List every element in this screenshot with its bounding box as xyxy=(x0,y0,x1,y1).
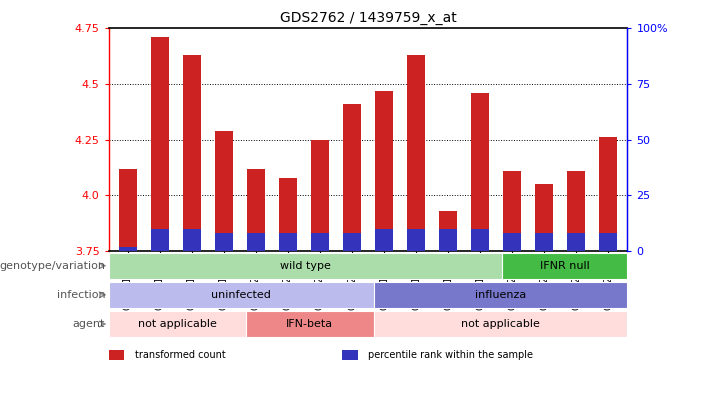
Text: IFNR null: IFNR null xyxy=(540,261,590,271)
Bar xyxy=(119,247,137,251)
Bar xyxy=(245,311,374,337)
Bar xyxy=(374,311,627,337)
Text: infection: infection xyxy=(57,290,105,300)
Bar xyxy=(215,233,233,251)
Bar xyxy=(183,229,200,251)
Title: GDS2762 / 1439759_x_at: GDS2762 / 1439759_x_at xyxy=(280,11,456,25)
Bar xyxy=(374,282,627,308)
Text: uninfected: uninfected xyxy=(211,290,271,300)
Text: transformed count: transformed count xyxy=(135,350,225,360)
Bar xyxy=(503,233,521,251)
Bar xyxy=(183,55,200,251)
Bar xyxy=(471,93,489,251)
Text: IFN-beta: IFN-beta xyxy=(286,319,333,329)
Bar xyxy=(375,91,393,251)
Text: influenza: influenza xyxy=(475,290,526,300)
Bar xyxy=(599,233,617,251)
Text: not applicable: not applicable xyxy=(137,319,217,329)
Bar xyxy=(343,233,361,251)
Bar xyxy=(502,253,627,279)
Bar xyxy=(109,350,124,360)
Bar xyxy=(247,233,265,251)
Bar xyxy=(536,184,553,251)
Bar xyxy=(311,233,329,251)
Bar xyxy=(342,350,358,360)
Bar xyxy=(343,104,361,251)
Bar xyxy=(567,233,585,251)
Bar xyxy=(109,282,374,308)
Bar xyxy=(407,55,425,251)
Bar xyxy=(599,138,617,251)
Bar xyxy=(279,177,297,251)
Bar xyxy=(471,229,489,251)
Bar xyxy=(247,168,265,251)
Text: agent: agent xyxy=(73,319,105,329)
Bar xyxy=(151,37,169,251)
Bar xyxy=(503,171,521,251)
Bar xyxy=(109,253,502,279)
Bar xyxy=(440,229,457,251)
Bar xyxy=(279,233,297,251)
Bar xyxy=(109,311,245,337)
Bar xyxy=(151,229,169,251)
Text: not applicable: not applicable xyxy=(461,319,540,329)
Bar xyxy=(536,233,553,251)
Bar xyxy=(119,168,137,251)
Text: percentile rank within the sample: percentile rank within the sample xyxy=(368,350,533,360)
Bar xyxy=(215,131,233,251)
Text: genotype/variation: genotype/variation xyxy=(0,261,105,271)
Bar xyxy=(567,171,585,251)
Bar xyxy=(375,229,393,251)
Text: wild type: wild type xyxy=(280,261,331,271)
Bar xyxy=(311,140,329,251)
Bar xyxy=(407,229,425,251)
Bar xyxy=(440,211,457,251)
